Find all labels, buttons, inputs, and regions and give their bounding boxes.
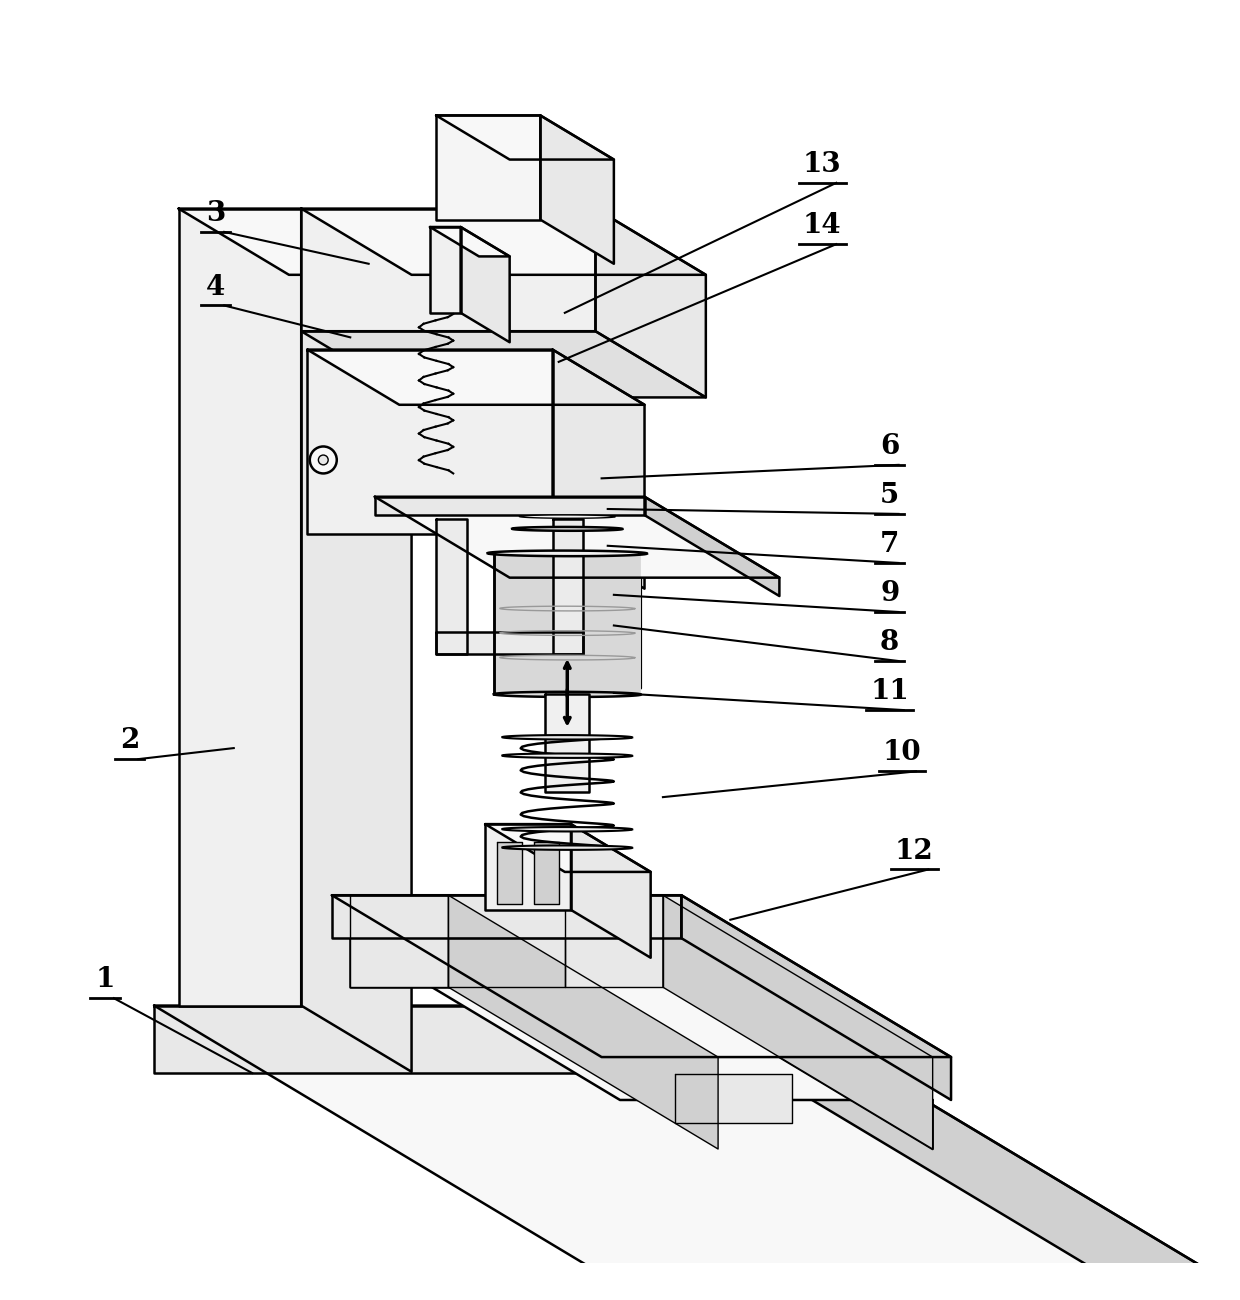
Polygon shape bbox=[332, 896, 951, 1057]
Polygon shape bbox=[301, 208, 412, 1071]
Text: 9: 9 bbox=[880, 580, 899, 607]
Polygon shape bbox=[308, 350, 645, 404]
Polygon shape bbox=[301, 332, 706, 398]
Polygon shape bbox=[645, 497, 780, 597]
Polygon shape bbox=[675, 1074, 791, 1123]
Polygon shape bbox=[485, 824, 570, 910]
Polygon shape bbox=[350, 896, 449, 987]
Polygon shape bbox=[350, 939, 932, 1100]
Text: 14: 14 bbox=[804, 212, 842, 239]
Ellipse shape bbox=[319, 455, 329, 465]
Polygon shape bbox=[436, 632, 583, 654]
Polygon shape bbox=[583, 519, 641, 688]
Polygon shape bbox=[374, 497, 645, 515]
Polygon shape bbox=[553, 350, 645, 589]
Polygon shape bbox=[449, 896, 718, 1149]
Polygon shape bbox=[541, 116, 614, 264]
Polygon shape bbox=[502, 734, 632, 740]
Polygon shape bbox=[663, 896, 932, 1149]
Text: 12: 12 bbox=[895, 837, 934, 865]
Polygon shape bbox=[565, 896, 663, 987]
Polygon shape bbox=[502, 827, 632, 832]
Polygon shape bbox=[430, 227, 510, 256]
Polygon shape bbox=[154, 1006, 768, 1072]
Polygon shape bbox=[436, 116, 541, 220]
Polygon shape bbox=[301, 208, 595, 332]
Text: 8: 8 bbox=[880, 629, 899, 656]
Polygon shape bbox=[301, 208, 706, 274]
Polygon shape bbox=[494, 551, 641, 694]
Polygon shape bbox=[546, 694, 589, 793]
Polygon shape bbox=[502, 845, 632, 850]
Ellipse shape bbox=[310, 446, 337, 473]
Text: 10: 10 bbox=[883, 740, 921, 767]
Text: 4: 4 bbox=[206, 273, 224, 300]
Polygon shape bbox=[512, 526, 622, 530]
Polygon shape bbox=[374, 497, 780, 577]
Text: 13: 13 bbox=[804, 151, 842, 178]
Polygon shape bbox=[494, 692, 641, 697]
Text: 11: 11 bbox=[870, 679, 909, 705]
Polygon shape bbox=[487, 551, 647, 556]
Polygon shape bbox=[768, 1006, 1240, 1300]
Polygon shape bbox=[449, 939, 565, 987]
Text: 7: 7 bbox=[880, 530, 899, 558]
Polygon shape bbox=[553, 519, 583, 654]
Polygon shape bbox=[179, 208, 412, 274]
Polygon shape bbox=[570, 824, 651, 958]
Text: 2: 2 bbox=[120, 727, 139, 754]
Polygon shape bbox=[332, 896, 681, 939]
Polygon shape bbox=[497, 842, 522, 903]
Polygon shape bbox=[485, 824, 651, 872]
Text: 6: 6 bbox=[880, 433, 899, 460]
Polygon shape bbox=[595, 208, 706, 398]
Polygon shape bbox=[436, 519, 466, 654]
Polygon shape bbox=[460, 227, 510, 342]
Polygon shape bbox=[534, 842, 559, 903]
Polygon shape bbox=[430, 227, 460, 313]
Polygon shape bbox=[154, 1006, 1240, 1300]
Polygon shape bbox=[436, 116, 614, 160]
Polygon shape bbox=[436, 519, 641, 554]
Text: 3: 3 bbox=[206, 200, 224, 227]
Polygon shape bbox=[502, 754, 632, 758]
Polygon shape bbox=[520, 515, 615, 519]
Text: 5: 5 bbox=[880, 482, 899, 510]
Polygon shape bbox=[308, 350, 553, 533]
Polygon shape bbox=[681, 896, 951, 1100]
Polygon shape bbox=[179, 208, 301, 1006]
Polygon shape bbox=[663, 939, 932, 1149]
Text: 1: 1 bbox=[95, 966, 115, 993]
Polygon shape bbox=[350, 939, 663, 987]
Polygon shape bbox=[494, 554, 641, 697]
